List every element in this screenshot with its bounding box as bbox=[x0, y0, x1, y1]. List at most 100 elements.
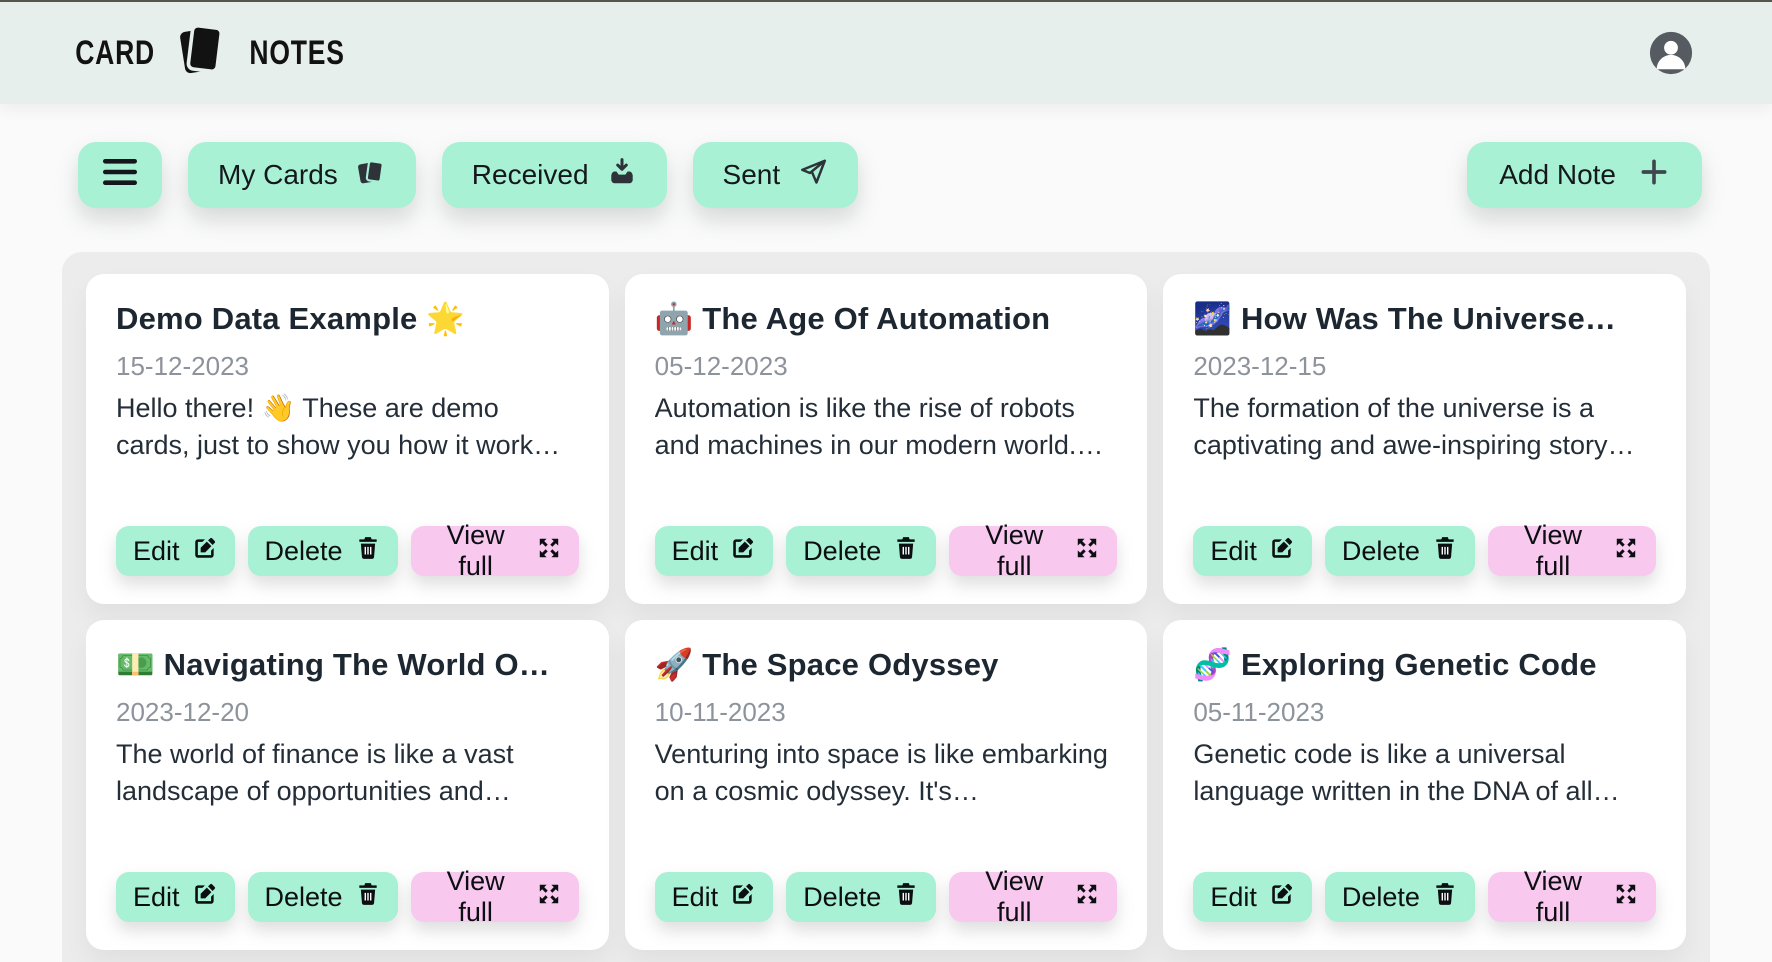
edit-label: Edit bbox=[133, 535, 180, 566]
delete-label: Delete bbox=[264, 881, 343, 912]
hamburger-menu-icon bbox=[102, 157, 138, 194]
trash-icon bbox=[893, 535, 919, 568]
expand-icon bbox=[1613, 535, 1639, 568]
card-stack-icon bbox=[174, 17, 228, 90]
toolbar: My Cards Received Sent Add Note bbox=[78, 142, 1702, 208]
note-card: 🚀 The Space Odyssey 10-11-2023 Venturing… bbox=[624, 620, 1148, 950]
delete-label: Delete bbox=[264, 535, 343, 566]
app-header: CARD NOTES bbox=[0, 0, 1772, 104]
note-title: 🧬 Exploring Genetic Code bbox=[1193, 647, 1597, 682]
note-excerpt: The world of finance is like a vast land… bbox=[116, 739, 514, 807]
note-card: 🤖 The Age Of Automation 05-12-2023 Autom… bbox=[624, 274, 1148, 604]
note-date: 2023-12-15 bbox=[1193, 351, 1327, 381]
trash-icon bbox=[355, 881, 381, 914]
delete-label: Delete bbox=[1341, 881, 1420, 912]
sent-button[interactable]: Sent bbox=[692, 142, 859, 208]
received-label: Received bbox=[471, 159, 589, 190]
edit-label: Edit bbox=[671, 535, 719, 566]
note-card: Demo Data Example 🌟 15-12-2023 Hello the… bbox=[86, 274, 609, 604]
delete-button[interactable]: Delete bbox=[1324, 526, 1475, 576]
delete-button[interactable]: Delete bbox=[1324, 872, 1475, 922]
received-button[interactable]: Received bbox=[441, 142, 667, 208]
add-note-button[interactable]: Add Note bbox=[1467, 142, 1702, 208]
note-actions: Edit Delete View full bbox=[1193, 520, 1656, 581]
add-note-label: Add Note bbox=[1499, 159, 1616, 190]
edit-button[interactable]: Edit bbox=[1193, 526, 1312, 576]
expand-icon bbox=[1074, 881, 1100, 914]
view-full-button[interactable]: View full bbox=[410, 866, 579, 927]
note-date: 2023-12-20 bbox=[116, 697, 249, 727]
edit-button[interactable]: Edit bbox=[654, 526, 774, 576]
edit-button[interactable]: Edit bbox=[116, 526, 235, 576]
delete-button[interactable]: Delete bbox=[786, 872, 937, 922]
view-full-button[interactable]: View full bbox=[1487, 520, 1656, 581]
inbox-download-icon bbox=[607, 157, 637, 194]
app-logo[interactable]: CARD NOTES bbox=[64, 17, 358, 90]
expand-icon bbox=[1613, 881, 1639, 914]
delete-label: Delete bbox=[1341, 535, 1420, 566]
trash-icon bbox=[1432, 535, 1458, 568]
view-full-label: View full bbox=[446, 866, 505, 927]
note-actions: Edit Delete View full bbox=[654, 866, 1118, 927]
expand-icon bbox=[1074, 535, 1100, 568]
note-date: 15-12-2023 bbox=[116, 351, 249, 381]
edit-label: Edit bbox=[1210, 881, 1257, 912]
note-actions: Edit Delete View full bbox=[116, 520, 579, 581]
view-full-label: View full bbox=[985, 520, 1044, 581]
delete-label: Delete bbox=[803, 881, 882, 912]
edit-label: Edit bbox=[671, 881, 719, 912]
note-excerpt: Hello there! 👋 These are demo cards, jus… bbox=[116, 393, 561, 461]
note-card: 💵 Navigating The World O… 2023-12-20 The… bbox=[86, 620, 609, 950]
note-excerpt: Venturing into space is like embarking o… bbox=[654, 739, 1108, 807]
note-excerpt: Automation is like the rise of robots an… bbox=[654, 393, 1104, 461]
edit-button[interactable]: Edit bbox=[116, 872, 235, 922]
sent-label: Sent bbox=[722, 159, 781, 190]
note-date: 05-12-2023 bbox=[654, 351, 788, 381]
menu-button[interactable] bbox=[78, 142, 162, 208]
view-full-button[interactable]: View full bbox=[1487, 866, 1656, 927]
note-card: 🌌 How Was The Universe… 2023-12-15 The f… bbox=[1163, 274, 1686, 604]
note-title: 💵 Navigating The World O… bbox=[116, 647, 550, 682]
cards-icon bbox=[356, 157, 386, 194]
logo-text-card: CARD bbox=[75, 33, 155, 72]
view-full-label: View full bbox=[446, 520, 505, 581]
view-full-label: View full bbox=[985, 866, 1044, 927]
edit-button[interactable]: Edit bbox=[1193, 872, 1312, 922]
view-full-button[interactable]: View full bbox=[949, 866, 1118, 927]
paper-plane-icon bbox=[798, 157, 828, 194]
pencil-square-icon bbox=[192, 881, 218, 914]
notes-grid-container: Demo Data Example 🌟 15-12-2023 Hello the… bbox=[62, 252, 1710, 962]
my-cards-label: My Cards bbox=[218, 159, 338, 190]
my-cards-button[interactable]: My Cards bbox=[188, 142, 416, 208]
user-avatar-icon[interactable] bbox=[1648, 30, 1694, 76]
note-excerpt: Genetic code is like a universal languag… bbox=[1193, 739, 1620, 807]
edit-label: Edit bbox=[1210, 535, 1257, 566]
view-full-button[interactable]: View full bbox=[949, 520, 1118, 581]
note-date: 05-11-2023 bbox=[1193, 697, 1325, 727]
expand-icon bbox=[536, 881, 562, 914]
delete-button[interactable]: Delete bbox=[786, 526, 937, 576]
edit-button[interactable]: Edit bbox=[654, 872, 774, 922]
pencil-square-icon bbox=[730, 881, 756, 914]
pencil-square-icon bbox=[192, 535, 218, 568]
plus-icon bbox=[1638, 156, 1670, 195]
delete-button[interactable]: Delete bbox=[247, 526, 398, 576]
delete-label: Delete bbox=[803, 535, 882, 566]
note-title: Demo Data Example 🌟 bbox=[116, 301, 466, 336]
note-title: 🚀 The Space Odyssey bbox=[654, 647, 999, 682]
edit-label: Edit bbox=[133, 881, 180, 912]
note-actions: Edit Delete View full bbox=[116, 866, 579, 927]
delete-button[interactable]: Delete bbox=[247, 872, 398, 922]
note-actions: Edit Delete View full bbox=[1193, 866, 1656, 927]
trash-icon bbox=[1432, 881, 1458, 914]
trash-icon bbox=[355, 535, 381, 568]
view-full-label: View full bbox=[1523, 866, 1582, 927]
view-full-button[interactable]: View full bbox=[410, 520, 579, 581]
note-title: 🌌 How Was The Universe… bbox=[1193, 301, 1617, 336]
note-date: 10-11-2023 bbox=[654, 697, 786, 727]
pencil-square-icon bbox=[1269, 881, 1295, 914]
note-actions: Edit Delete View full bbox=[654, 520, 1118, 581]
pencil-square-icon bbox=[1269, 535, 1295, 568]
logo-text-notes: NOTES bbox=[249, 33, 345, 72]
notes-grid: Demo Data Example 🌟 15-12-2023 Hello the… bbox=[86, 274, 1686, 950]
